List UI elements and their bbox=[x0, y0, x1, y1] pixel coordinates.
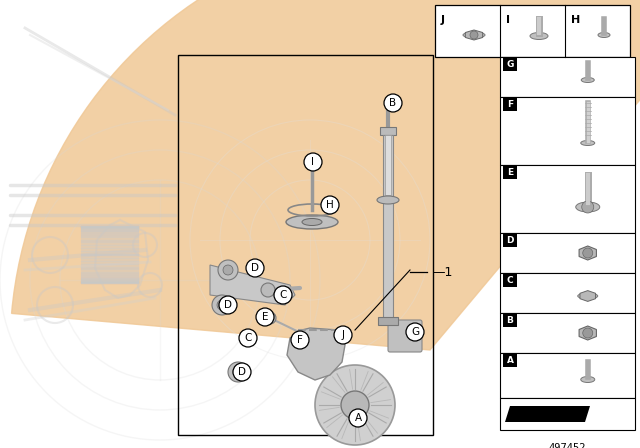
Circle shape bbox=[233, 363, 251, 381]
Bar bbox=[378, 317, 398, 325]
Circle shape bbox=[246, 259, 264, 277]
Text: A: A bbox=[355, 413, 362, 423]
Text: H: H bbox=[571, 15, 580, 25]
Text: 497452: 497452 bbox=[548, 443, 586, 448]
Circle shape bbox=[261, 283, 275, 297]
Circle shape bbox=[406, 323, 424, 341]
Polygon shape bbox=[580, 291, 596, 302]
Text: E: E bbox=[262, 312, 268, 322]
Text: —1: —1 bbox=[432, 266, 452, 279]
Bar bbox=[500, 398, 635, 430]
Bar bbox=[500, 165, 635, 233]
Circle shape bbox=[233, 367, 243, 377]
Circle shape bbox=[321, 196, 339, 214]
Circle shape bbox=[297, 337, 307, 347]
Bar bbox=[503, 354, 517, 367]
Bar bbox=[503, 58, 517, 71]
Circle shape bbox=[349, 409, 367, 427]
Circle shape bbox=[304, 153, 322, 171]
Text: D: D bbox=[251, 263, 259, 273]
Text: B: B bbox=[389, 98, 397, 108]
Circle shape bbox=[315, 365, 395, 445]
Circle shape bbox=[212, 295, 232, 315]
Bar bbox=[500, 233, 635, 273]
Bar bbox=[385, 135, 391, 195]
Circle shape bbox=[583, 248, 593, 258]
Ellipse shape bbox=[377, 196, 399, 204]
Ellipse shape bbox=[576, 202, 600, 212]
Ellipse shape bbox=[580, 141, 595, 146]
Ellipse shape bbox=[530, 33, 548, 39]
Circle shape bbox=[341, 391, 369, 419]
Bar bbox=[500, 353, 635, 398]
Circle shape bbox=[470, 31, 478, 39]
Circle shape bbox=[291, 331, 309, 349]
Text: C: C bbox=[244, 333, 252, 343]
Bar bbox=[503, 314, 517, 327]
Ellipse shape bbox=[302, 219, 322, 225]
Ellipse shape bbox=[578, 293, 598, 299]
Circle shape bbox=[264, 312, 276, 324]
Text: D: D bbox=[238, 367, 246, 377]
Circle shape bbox=[239, 329, 257, 347]
Circle shape bbox=[228, 362, 248, 382]
FancyBboxPatch shape bbox=[388, 320, 422, 352]
Bar bbox=[503, 166, 517, 179]
Text: B: B bbox=[507, 316, 513, 325]
Text: C: C bbox=[279, 290, 287, 300]
Text: J: J bbox=[342, 330, 344, 340]
Bar bbox=[380, 127, 396, 135]
Bar bbox=[383, 135, 393, 320]
Polygon shape bbox=[287, 328, 345, 380]
Text: I: I bbox=[506, 15, 510, 25]
Polygon shape bbox=[210, 265, 295, 305]
Text: J: J bbox=[441, 15, 445, 25]
Bar bbox=[503, 274, 517, 287]
Circle shape bbox=[218, 260, 238, 280]
Bar bbox=[500, 313, 635, 353]
Ellipse shape bbox=[598, 33, 610, 38]
Text: D: D bbox=[506, 236, 514, 245]
Text: D: D bbox=[224, 300, 232, 310]
Text: H: H bbox=[326, 200, 334, 210]
Circle shape bbox=[384, 94, 402, 112]
Circle shape bbox=[334, 326, 352, 344]
Bar bbox=[500, 273, 635, 313]
Text: A: A bbox=[506, 356, 513, 365]
Circle shape bbox=[582, 201, 594, 213]
Bar bbox=[178, 55, 433, 435]
Bar bbox=[503, 234, 517, 247]
Text: G: G bbox=[411, 327, 419, 337]
Polygon shape bbox=[465, 30, 483, 40]
Bar bbox=[500, 97, 635, 165]
Ellipse shape bbox=[463, 32, 485, 38]
Text: E: E bbox=[507, 168, 513, 177]
Circle shape bbox=[223, 265, 233, 275]
Polygon shape bbox=[579, 326, 596, 340]
Text: F: F bbox=[297, 335, 303, 345]
Circle shape bbox=[256, 308, 274, 326]
Polygon shape bbox=[505, 406, 590, 422]
Bar bbox=[500, 57, 635, 97]
Circle shape bbox=[217, 300, 227, 310]
Bar bbox=[435, 5, 630, 57]
Circle shape bbox=[219, 296, 237, 314]
Text: I: I bbox=[312, 157, 314, 167]
Bar bbox=[503, 98, 517, 111]
Circle shape bbox=[583, 328, 593, 338]
Text: F: F bbox=[507, 100, 513, 109]
Circle shape bbox=[274, 286, 292, 304]
Ellipse shape bbox=[581, 78, 595, 82]
Text: G: G bbox=[506, 60, 514, 69]
Ellipse shape bbox=[580, 376, 595, 383]
Wedge shape bbox=[12, 0, 640, 350]
Text: C: C bbox=[507, 276, 513, 285]
Polygon shape bbox=[579, 246, 596, 260]
Ellipse shape bbox=[286, 215, 338, 229]
